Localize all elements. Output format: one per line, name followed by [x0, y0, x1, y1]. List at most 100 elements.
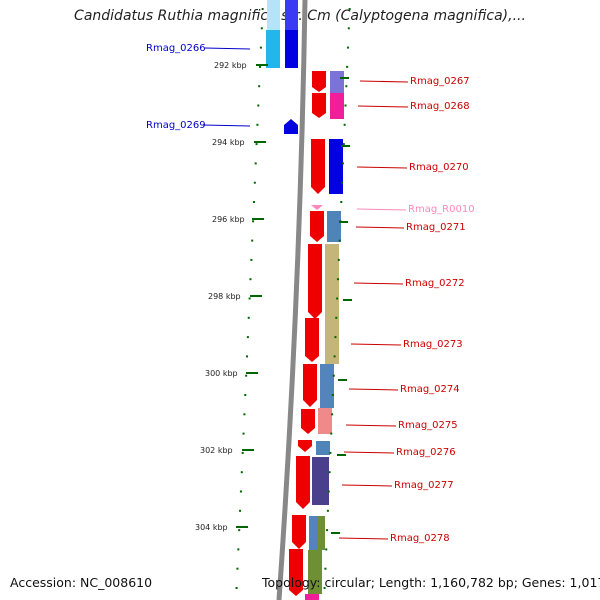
gene-label-rmag_0277[interactable]: Rmag_0277	[394, 480, 454, 491]
feature-block[interactable]	[285, 30, 298, 68]
ruler-dot	[336, 278, 339, 281]
leader-line	[343, 451, 395, 454]
gene-label-rmag_0270[interactable]: Rmag_0270	[409, 162, 469, 173]
ruler-dot	[260, 27, 263, 30]
gene-label-rmag_0274[interactable]: Rmag_0274	[400, 384, 460, 395]
feature-arrow[interactable]	[284, 119, 298, 134]
leader-line	[338, 537, 389, 540]
gene-label-rmag_0272[interactable]: Rmag_0272	[405, 278, 465, 289]
gene-label-rmag_0273[interactable]: Rmag_0273	[403, 339, 463, 350]
feature-arrow[interactable]	[289, 549, 303, 596]
feature-arrow[interactable]	[305, 318, 319, 362]
leader-line	[356, 166, 408, 169]
feature-block[interactable]	[309, 516, 317, 550]
feature-block[interactable]	[308, 550, 322, 594]
feature-arrow[interactable]	[310, 211, 324, 242]
ruler-dot	[332, 374, 335, 377]
leader-line	[341, 484, 393, 487]
feature-block[interactable]	[325, 244, 339, 364]
feature-arrow[interactable]	[311, 139, 325, 194]
feature-arrow[interactable]	[303, 364, 317, 407]
ruler-dot	[341, 181, 344, 184]
ruler-dot	[259, 65, 262, 68]
feature-block[interactable]	[305, 594, 319, 600]
ruler-dot	[342, 143, 345, 146]
gene-label-rmag_0267[interactable]: Rmag_0267	[410, 76, 470, 87]
ruler-dot	[347, 27, 350, 30]
feature-arrow[interactable]	[298, 440, 312, 452]
feature-block[interactable]	[317, 516, 325, 550]
ruler-dot	[250, 258, 253, 261]
leader-line	[359, 80, 409, 83]
feature-arrow[interactable]	[312, 71, 326, 92]
leader-line	[356, 208, 407, 211]
gene-label-rmag_0271[interactable]: Rmag_0271	[406, 222, 466, 233]
leader-line	[353, 282, 404, 285]
ruler-dot	[239, 509, 242, 512]
kbp-tick-label: 292 kbp	[214, 61, 247, 70]
ruler-dot	[252, 220, 255, 223]
ruler-dot	[259, 46, 262, 49]
feature-arrow[interactable]	[308, 244, 322, 319]
kbp-tick-label: 296 kbp	[212, 215, 245, 224]
feature-block[interactable]	[329, 139, 343, 194]
ruler-dot	[337, 258, 340, 261]
ruler-dot	[257, 104, 260, 107]
feature-arrow[interactable]	[296, 456, 310, 509]
ruler-dot	[338, 239, 341, 242]
feature-block[interactable]	[318, 408, 332, 434]
ruler-dot	[330, 432, 333, 435]
gene-label-rmag_0278[interactable]: Rmag_0278	[390, 533, 450, 544]
ruler-dot	[249, 278, 252, 281]
feature-block[interactable]	[327, 211, 341, 242]
feature-block[interactable]	[267, 0, 280, 30]
gene-label-rmag_0276[interactable]: Rmag_0276	[396, 447, 456, 458]
ruler-dot	[326, 509, 329, 512]
ruler-dot	[240, 471, 243, 474]
ruler-dot	[331, 394, 334, 396]
gene-label-rmag_0275[interactable]: Rmag_0275	[398, 420, 458, 431]
kbp-ticks: 292 kbp 294 kbp 296 kbp 298 kbp 300 kbp 302 k…	[195, 61, 352, 534]
leader-line	[345, 424, 397, 427]
feature-block[interactable]	[330, 93, 344, 119]
ruler-dot	[258, 85, 261, 88]
label-leaders: Rmag_0266 Rmag_0269 Rmag_0267 Rmag_0268 Rmag…	[146, 43, 475, 544]
feature-arrow-small[interactable]	[311, 205, 323, 210]
feature-block[interactable]	[312, 457, 329, 505]
leader-line	[348, 388, 399, 391]
feature-block[interactable]	[330, 71, 344, 93]
ruler-dot	[241, 451, 244, 454]
ruler-dot	[247, 316, 250, 319]
ruler-dot	[252, 201, 255, 203]
leader-line	[357, 105, 409, 108]
ruler-dot	[333, 355, 336, 358]
ruler-dot	[246, 336, 249, 339]
dot-tracks	[235, 8, 351, 589]
ruler-dot	[329, 451, 332, 454]
feature-block[interactable]	[266, 30, 280, 68]
ruler-dot	[242, 432, 245, 435]
gene-label-rmag_r0010[interactable]: Rmag_R0010	[408, 204, 475, 215]
ruler-dot	[340, 201, 343, 203]
leader-line	[355, 226, 405, 229]
feature-block[interactable]	[285, 0, 298, 30]
ruler-dot	[239, 490, 242, 493]
gene-label-rmag_0266[interactable]: Rmag_0266	[146, 43, 206, 54]
ruler-dot	[331, 413, 334, 416]
ruler-dot	[243, 413, 246, 416]
ruler-dot	[254, 162, 257, 165]
gene-label-rmag_0269[interactable]: Rmag_0269	[146, 120, 206, 131]
feature-block[interactable]	[320, 364, 334, 408]
ruler-dot	[324, 567, 327, 570]
ruler-dot	[346, 46, 349, 49]
feature-arrow[interactable]	[312, 93, 326, 118]
gene-label-rmag_0268[interactable]: Rmag_0268	[410, 101, 470, 112]
feature-block[interactable]	[316, 441, 330, 455]
feature-arrow[interactable]	[292, 515, 306, 549]
ruler-dot	[336, 297, 339, 300]
ruler-dot	[235, 587, 238, 589]
feature-arrow[interactable]	[301, 409, 315, 434]
ruler-dot	[246, 355, 249, 358]
leader-line	[350, 343, 402, 346]
